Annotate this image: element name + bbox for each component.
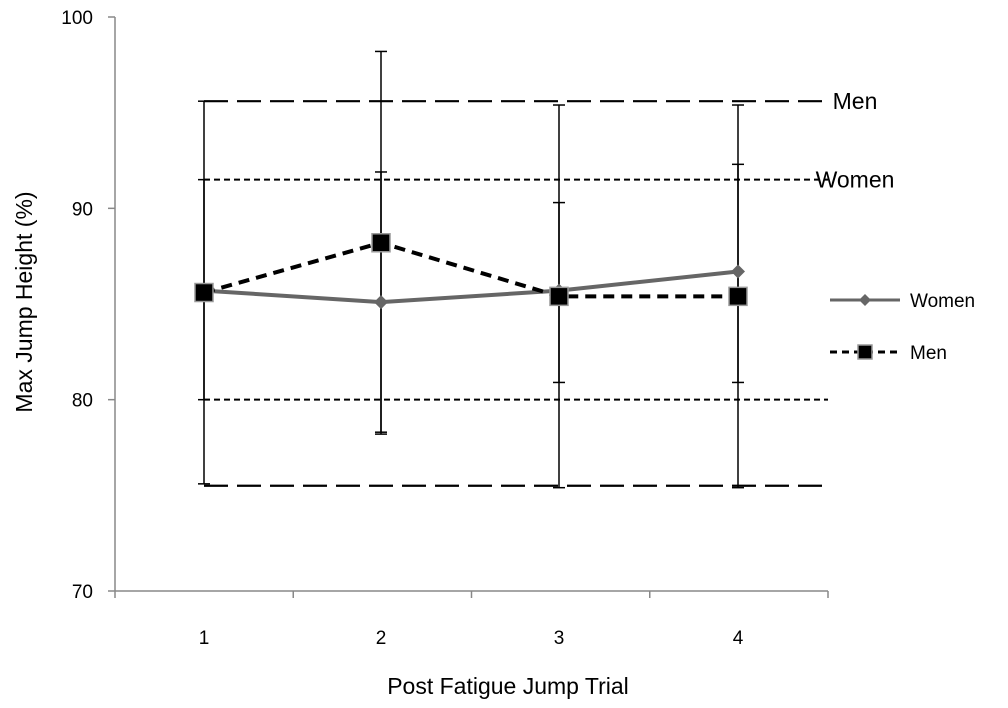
series-line-men xyxy=(203,240,738,299)
data-point-women xyxy=(731,264,745,279)
x-tick-label: 1 xyxy=(199,628,210,649)
data-point-women xyxy=(374,295,388,310)
data-point-men xyxy=(371,233,391,253)
reference-lines-layer: Men Women xyxy=(204,88,895,487)
legend-entry-label: Women xyxy=(910,291,975,312)
data-point-men xyxy=(194,282,214,303)
y-tick-label: 100 xyxy=(61,8,93,29)
y-tick-label: 90 xyxy=(72,199,93,220)
x-tick-label: 4 xyxy=(733,628,744,649)
reference-line-label: Men xyxy=(833,88,878,114)
x-tick-label: 2 xyxy=(376,628,387,649)
y-axis-label: Max Jump Height (%) xyxy=(11,191,37,412)
legend-entry-label: Men xyxy=(910,343,947,364)
data-point-men xyxy=(549,286,569,307)
axes-layer: 70 80 90 100 1 2 3 4 xyxy=(61,8,829,649)
series-layer xyxy=(194,233,748,310)
series-line-women xyxy=(203,269,739,305)
legend-swatch-marker xyxy=(859,294,871,306)
data-point-men xyxy=(728,286,748,307)
x-tick-label: 3 xyxy=(554,628,565,649)
x-axis-label: Post Fatigue Jump Trial xyxy=(387,673,629,699)
legend: Women Men xyxy=(830,291,975,364)
legend-swatch-marker xyxy=(857,344,873,360)
y-tick-label: 70 xyxy=(72,582,93,603)
reference-line-label: Women xyxy=(816,167,895,193)
y-tick-label: 80 xyxy=(72,391,93,412)
